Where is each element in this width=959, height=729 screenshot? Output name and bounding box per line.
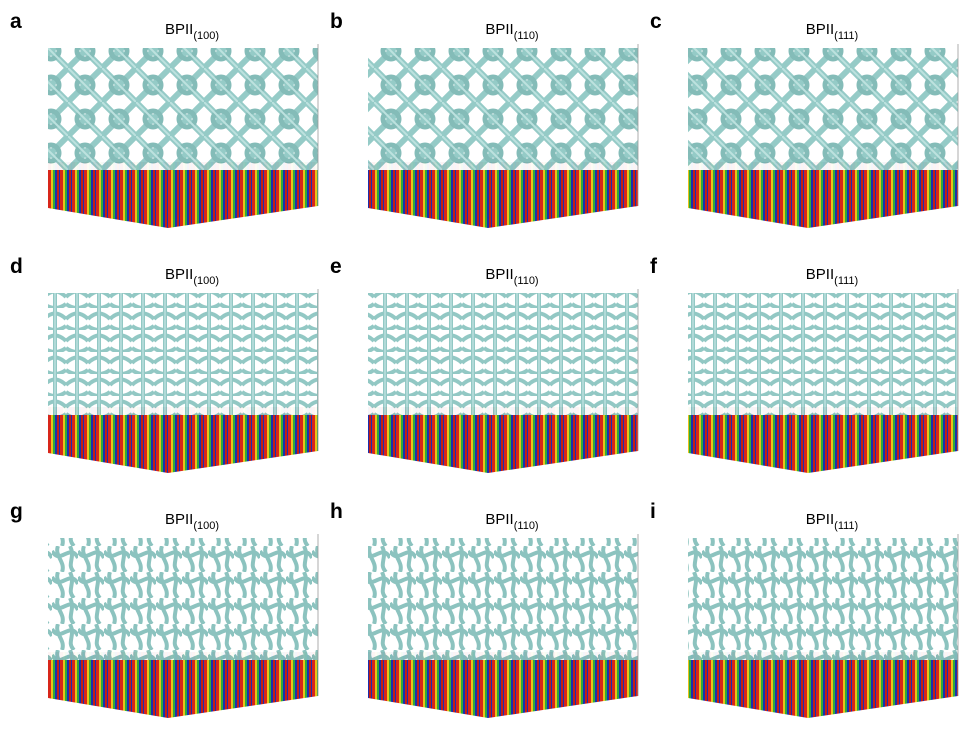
panel-title: BPII(110) bbox=[485, 21, 538, 42]
panel: h BPII(110) bbox=[330, 500, 638, 718]
lattice bbox=[48, 48, 318, 170]
panel: g BPII(100) bbox=[10, 500, 318, 718]
panel: f BPII(111) bbox=[650, 255, 958, 473]
lattice bbox=[688, 293, 958, 415]
lattice bbox=[368, 48, 638, 170]
panel-letter: i bbox=[650, 500, 656, 523]
panel-letter: f bbox=[650, 255, 658, 278]
title-subscript: (111) bbox=[834, 520, 858, 532]
substrate bbox=[368, 162, 638, 228]
panel-letter: c bbox=[650, 10, 662, 33]
title-main: BPII bbox=[806, 266, 834, 283]
panel-letter: h bbox=[330, 500, 343, 523]
title-main: BPII bbox=[806, 511, 834, 528]
substrate bbox=[688, 162, 958, 228]
panel: d BPII(100) bbox=[10, 255, 318, 473]
page: {"panels": [ {"letter": "a", "title": "B… bbox=[0, 0, 959, 729]
title-main: BPII bbox=[485, 266, 513, 283]
panel-title: BPII(100) bbox=[165, 511, 219, 532]
panel-title: BPII(110) bbox=[485, 511, 538, 532]
panel-title: BPII(100) bbox=[165, 266, 219, 287]
title-subscript: (110) bbox=[514, 275, 539, 287]
panel: c BPII(111) bbox=[650, 10, 958, 228]
figure: aBPII(100)bBPII(110)cBPII(111)dBPII(100)… bbox=[0, 0, 959, 729]
title-subscript: (110) bbox=[514, 520, 539, 532]
panel-title: BPII(100) bbox=[165, 21, 219, 42]
panel-letter: g bbox=[10, 500, 23, 523]
title-subscript: (111) bbox=[834, 30, 858, 42]
lattice bbox=[368, 538, 638, 660]
substrate bbox=[368, 407, 638, 473]
title-main: BPII bbox=[165, 21, 193, 38]
panel-letter: e bbox=[330, 255, 342, 278]
substrate bbox=[48, 652, 318, 718]
substrate bbox=[688, 407, 958, 473]
panel-title: BPII(111) bbox=[806, 266, 858, 287]
lattice bbox=[368, 293, 638, 415]
panel-title: BPII(111) bbox=[806, 511, 858, 532]
title-main: BPII bbox=[485, 511, 513, 528]
panel: i BPII(111) bbox=[650, 500, 958, 718]
panel-letter: a bbox=[10, 10, 22, 33]
title-main: BPII bbox=[165, 511, 193, 528]
panel-letter: b bbox=[330, 10, 343, 33]
title-main: BPII bbox=[806, 21, 834, 38]
substrate bbox=[48, 162, 318, 228]
title-subscript: (100) bbox=[193, 520, 219, 532]
title-subscript: (110) bbox=[514, 30, 539, 42]
lattice bbox=[688, 538, 958, 660]
title-main: BPII bbox=[165, 266, 193, 283]
panel: e BPII(110) bbox=[330, 255, 638, 473]
substrate bbox=[688, 652, 958, 718]
panel-title: BPII(111) bbox=[806, 21, 858, 42]
lattice bbox=[48, 293, 318, 415]
lattice bbox=[688, 48, 958, 170]
panel: b BPII(110) bbox=[330, 10, 638, 228]
title-subscript: (100) bbox=[193, 275, 219, 287]
title-subscript: (111) bbox=[834, 275, 858, 287]
panel: a BPII(100) bbox=[10, 10, 318, 228]
panel-title: BPII(110) bbox=[485, 266, 538, 287]
panel-letter: d bbox=[10, 255, 23, 278]
substrate bbox=[48, 407, 318, 473]
title-main: BPII bbox=[485, 21, 513, 38]
substrate bbox=[368, 652, 638, 718]
title-subscript: (100) bbox=[193, 30, 219, 42]
lattice bbox=[48, 538, 318, 660]
